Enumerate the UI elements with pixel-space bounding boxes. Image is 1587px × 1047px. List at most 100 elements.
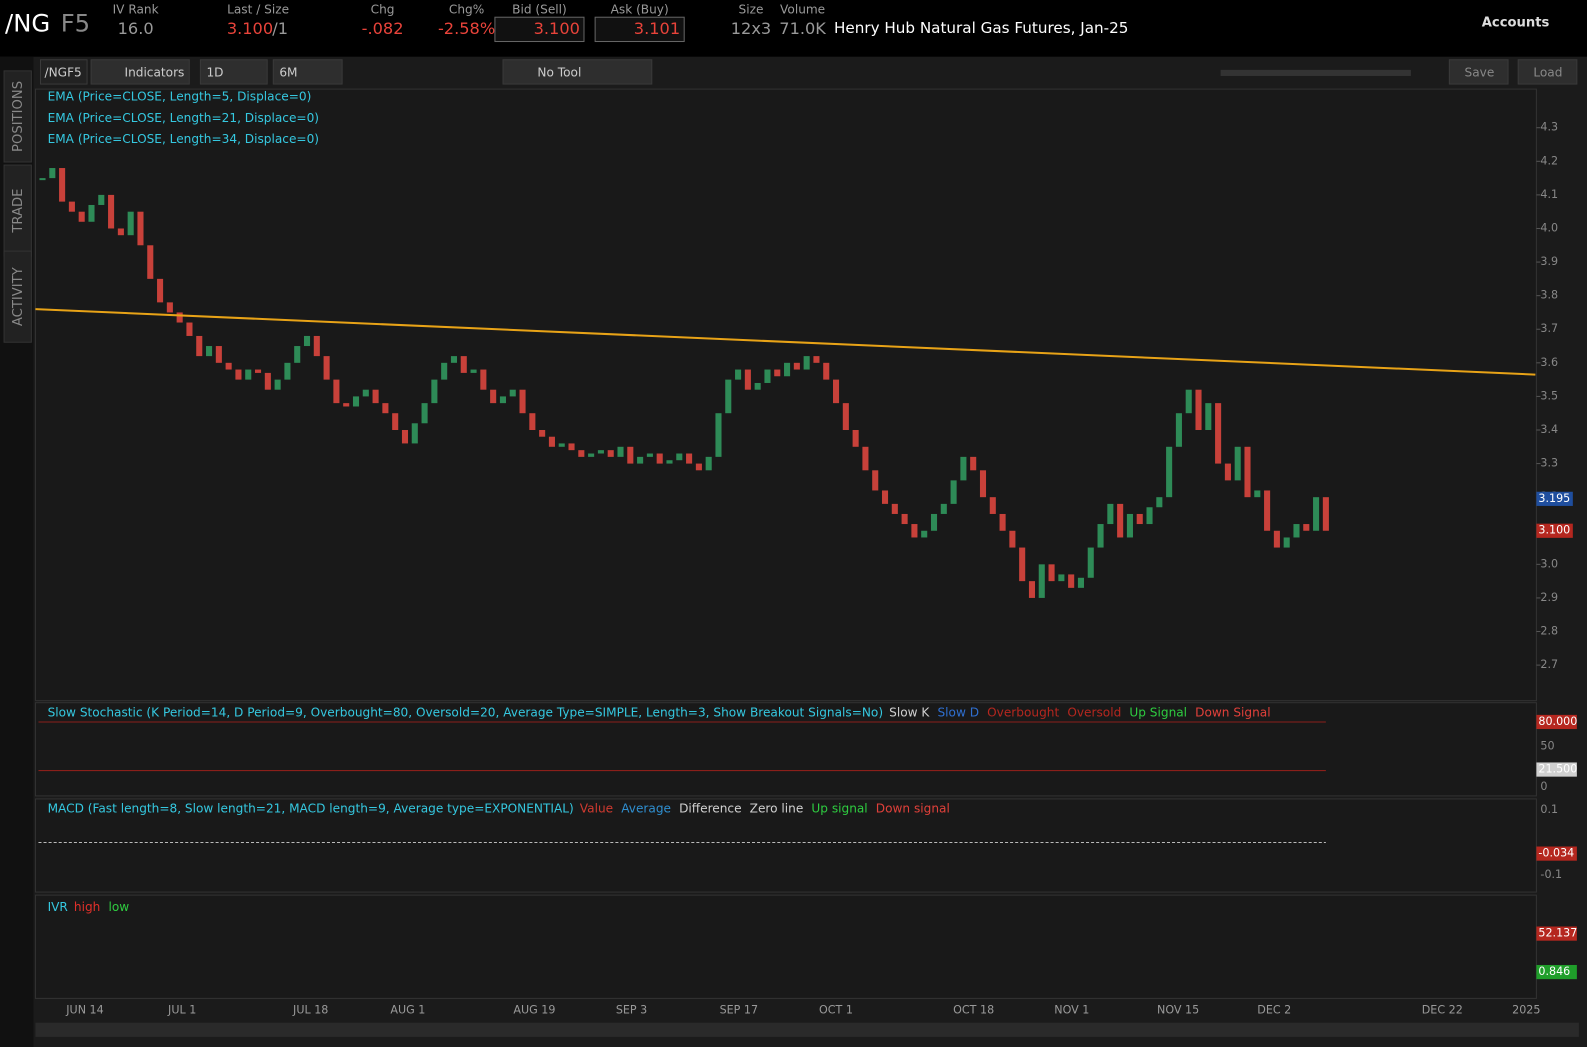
candle [1097, 524, 1104, 548]
side-tab[interactable] [3, 164, 32, 257]
field-value: -2.58% [438, 19, 495, 38]
x-tick-label: NOV 15 [1157, 1004, 1199, 1017]
field-label: Last / Size [227, 3, 289, 17]
candle [568, 443, 575, 451]
candle [764, 369, 771, 383]
panel-tag-label: -0.034 [1538, 847, 1574, 860]
side-tab[interactable] [3, 250, 32, 343]
legend-entry: Overbought [987, 705, 1059, 719]
load-button[interactable] [1517, 59, 1578, 85]
candle [59, 168, 66, 202]
save-button[interactable] [1448, 59, 1509, 85]
range-select[interactable] [272, 59, 343, 85]
field-label: Ask (Buy) [611, 3, 669, 17]
candle [989, 497, 996, 514]
tool[interactable]: No Tool [537, 65, 581, 79]
side-tab-label[interactable]: POSITIONS [11, 81, 26, 152]
ivr-panel [34, 894, 1537, 999]
scale-label: 0 [1540, 780, 1547, 793]
candle [715, 413, 722, 457]
field-box[interactable] [494, 16, 585, 43]
candle [225, 362, 232, 370]
y-tick-label: 4.3 [1540, 121, 1558, 134]
candle [1146, 507, 1153, 525]
toolbar-symbol-box[interactable] [39, 59, 88, 85]
indicators-label[interactable]: Indicators [124, 65, 184, 79]
side-tab-label[interactable]: TRADE [11, 189, 26, 234]
zoom-slider[interactable] [1220, 69, 1411, 76]
study-label: EMA (Price=CLOSE, Length=34, Displace=0) [48, 132, 319, 146]
tool-select[interactable] [502, 59, 653, 85]
candle [637, 456, 644, 464]
x-tick-label: SEP 17 [720, 1004, 758, 1017]
aggregation-select[interactable] [199, 59, 268, 85]
y-tick-label: 4.2 [1540, 154, 1558, 167]
range[interactable]: 6M [279, 65, 297, 79]
field-value: 16.0 [118, 19, 154, 38]
candle [480, 369, 487, 390]
candle [1175, 413, 1182, 447]
legend-entry: Down signal [876, 802, 950, 816]
candle [921, 530, 928, 538]
legend-entry: Slow K [889, 705, 930, 719]
scale-label: -0.1 [1540, 868, 1562, 881]
candle [754, 382, 761, 390]
y-tick-label: 3.0 [1540, 557, 1558, 570]
panel-tag [1536, 964, 1577, 980]
candle [940, 503, 947, 514]
accounts[interactable]: Accounts [1482, 15, 1550, 30]
side-tab[interactable] [3, 70, 32, 163]
indicators-button[interactable] [90, 59, 190, 85]
legend-entry: Zero line [750, 802, 804, 816]
side-tab-label[interactable]: ACTIVITY [11, 266, 26, 326]
candle [744, 369, 751, 390]
macd-panel [34, 798, 1537, 893]
x-tick-label: SEP 3 [616, 1004, 647, 1017]
candle [774, 369, 781, 377]
legend-entry: Average [621, 802, 671, 816]
candle [519, 389, 526, 414]
candle [68, 201, 75, 212]
candle [206, 346, 213, 357]
candle [411, 423, 418, 444]
candle [548, 436, 555, 447]
candle [1283, 537, 1290, 548]
candle [274, 379, 281, 390]
candle [960, 456, 967, 481]
field-extra: /1 [272, 19, 288, 38]
y-tick-label: 3.4 [1540, 423, 1558, 436]
aggregation[interactable]: 1D [206, 65, 223, 79]
field-label: Chg [371, 3, 395, 17]
candle [695, 463, 702, 471]
save[interactable]: Save [1465, 65, 1495, 79]
candle [1244, 446, 1251, 498]
candle [646, 453, 653, 457]
load[interactable]: Load [1533, 65, 1562, 79]
candle [323, 356, 330, 380]
y-tick-label: 2.7 [1540, 658, 1558, 671]
price-tag [1536, 491, 1573, 506]
candle [401, 430, 409, 444]
toolbar-symbol[interactable]: /NGF5 [45, 65, 82, 79]
field-box[interactable] [594, 16, 685, 43]
candle [127, 211, 134, 236]
panel-tag [1536, 762, 1577, 777]
candle [617, 446, 624, 457]
candle [1293, 524, 1300, 538]
scrollbar[interactable] [35, 1022, 1579, 1037]
candle [1166, 446, 1173, 498]
candle [78, 211, 85, 222]
y-tick-label: 2.8 [1540, 625, 1558, 638]
candle [1185, 389, 1192, 414]
y-tick-label: 3.8 [1540, 289, 1558, 302]
field-value: 3.100 [534, 19, 580, 38]
candle [725, 379, 732, 414]
candle [108, 194, 115, 229]
candle [303, 335, 311, 347]
candle [186, 322, 193, 336]
y-tick-label: 3.6 [1540, 356, 1558, 369]
candle [1126, 513, 1133, 538]
field-value: 3.101 [634, 19, 680, 38]
legend-entry: Value [580, 802, 613, 816]
